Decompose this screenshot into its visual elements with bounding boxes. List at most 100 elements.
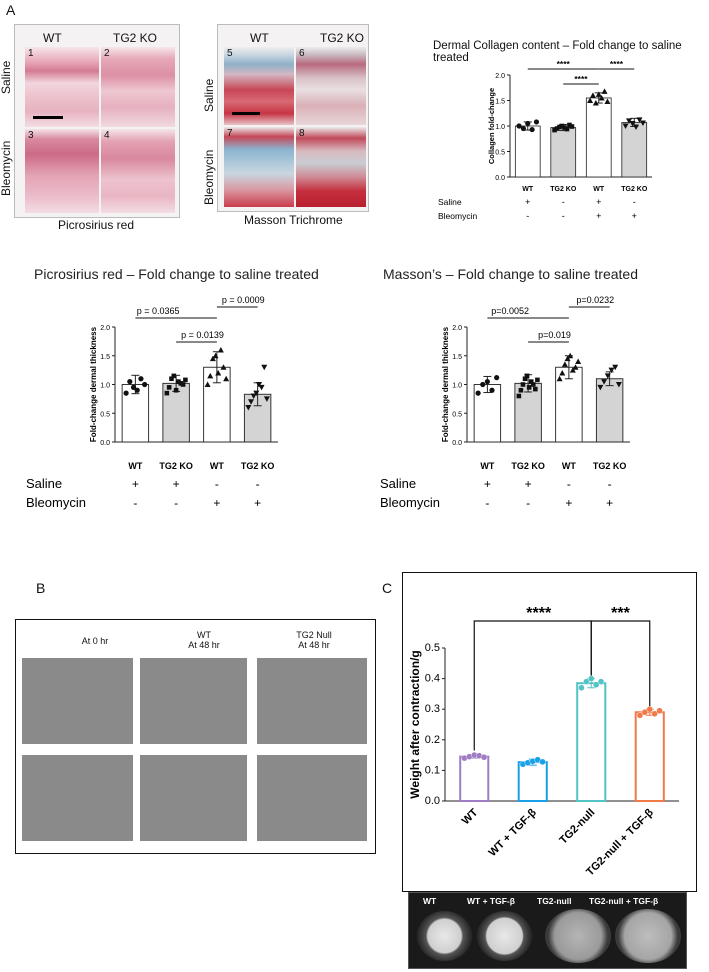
data-point (601, 88, 608, 94)
data-point (207, 372, 214, 379)
saline-sign: - (215, 477, 219, 491)
scale-bar (232, 112, 260, 115)
x-tick-label: TG2 KO (511, 461, 545, 471)
bar (576, 682, 607, 802)
saline-row-label: Saline (26, 476, 62, 491)
y-tick-label: 2.0 (100, 325, 110, 332)
data-point (480, 754, 488, 761)
x-tick-label: WT (480, 461, 494, 471)
data-point (475, 390, 481, 396)
bar (585, 97, 612, 178)
scratch-image-3 (257, 658, 367, 744)
p-value-label: p=0.019 (538, 330, 571, 340)
data-point (253, 390, 260, 397)
data-point (535, 377, 540, 383)
y-tick-label: 1.0 (100, 383, 110, 390)
gel-well-4 (615, 909, 681, 963)
data-point (494, 375, 500, 381)
data-point (557, 124, 562, 130)
data-point (622, 123, 629, 129)
data-point (575, 358, 582, 364)
saline-sign: + (173, 477, 180, 491)
masson-chart-title: Masson’s – Fold change to saline treated (383, 266, 639, 282)
saline-sign: + (132, 477, 139, 491)
panel-letter-c: C (382, 580, 393, 596)
data-point (528, 379, 534, 384)
data-point (171, 373, 177, 379)
x-tick-label: WT (522, 186, 534, 193)
y-tick-label: 0.0 (495, 175, 505, 182)
bleo-row-label: Bleomycin (380, 495, 440, 510)
picro-chart-title: Picrosirius red – Fold change to saline … (34, 266, 319, 282)
data-point (651, 710, 658, 717)
tile-7: 7 (224, 127, 294, 207)
sig-label: **** (526, 605, 552, 622)
bar (517, 761, 548, 802)
x-tick-label: TG2 KO (159, 461, 193, 471)
data-point (592, 100, 599, 106)
data-point (636, 117, 643, 123)
bleo-sign: - (526, 496, 530, 510)
data-point (636, 712, 644, 719)
y-tick-label: 0.1 (425, 764, 440, 776)
data-point (569, 367, 576, 373)
data-point (130, 384, 137, 390)
data-point (212, 352, 219, 359)
scratch-header-tg2-48: TG2 Null At 48 hr (296, 630, 332, 650)
data-point (556, 375, 563, 382)
scratch-header-wt-48: WT At 48 hr (188, 630, 220, 650)
p-value-label: p = 0.0009 (222, 295, 265, 305)
y-tick-label: 0.5 (495, 150, 505, 157)
data-point (525, 120, 531, 127)
data-point (529, 126, 535, 133)
y-tick-label: 0.4 (425, 673, 440, 685)
data-point (533, 386, 538, 392)
y-tick-label: 0.3 (425, 703, 440, 715)
y-tick-label: 1.5 (100, 354, 110, 361)
data-point (639, 120, 646, 126)
data-point (180, 382, 186, 387)
saline-sign: - (567, 477, 571, 491)
x-tick-label: TG2 KO (550, 186, 577, 193)
bar (634, 711, 665, 802)
y-tick-label: 0.5 (452, 411, 462, 418)
sig-label: *** (611, 605, 630, 622)
data-point (215, 370, 222, 376)
data-point (178, 381, 184, 386)
bleo-sign: + (596, 211, 601, 221)
data-point (569, 124, 575, 129)
data-point (127, 379, 133, 385)
data-point (258, 384, 265, 391)
panel-letter-b: B (36, 580, 46, 596)
data-point (601, 379, 608, 385)
p-value-label: p=0.0232 (576, 295, 614, 305)
data-point (564, 126, 570, 132)
data-point (612, 364, 619, 371)
bleo-sign: - (485, 496, 489, 510)
sig-label: **** (610, 59, 624, 69)
y-tick-label: 0.2 (425, 734, 440, 746)
data-point (588, 675, 595, 682)
data-point (204, 381, 211, 387)
collagen-chart-title: Dermal Collagen content – Fold change to… (433, 40, 682, 64)
scratch-header-0hr: At 0 hr (81, 636, 109, 646)
x-tick-label: TG2 KO (593, 461, 627, 471)
data-point (516, 123, 522, 129)
data-point (169, 376, 174, 382)
data-point (533, 119, 540, 125)
data-point (626, 118, 633, 124)
data-point (220, 364, 227, 370)
x-tick-label: WT + TGF-β (487, 806, 540, 859)
x-tick-label: TG2 KO (621, 186, 648, 193)
data-point (516, 393, 522, 399)
tile-2: 2 (101, 47, 175, 127)
data-point (248, 399, 255, 405)
contraction-frame: 0.0 0.1 0.2 0.3 0.4 0.5 Weight after contracti… (402, 572, 697, 892)
bleo-sign: + (606, 496, 613, 510)
data-point (583, 678, 590, 685)
gel-label-wt-tgf: WT + TGF-β (467, 896, 515, 906)
picro-row-bleo: Bleomycin (0, 140, 13, 196)
